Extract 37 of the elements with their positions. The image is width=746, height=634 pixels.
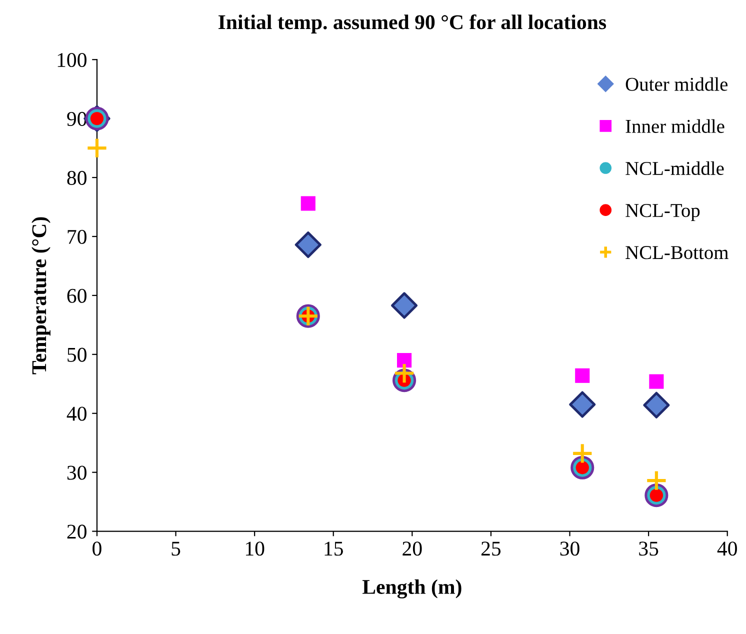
legend-label: Outer middle bbox=[626, 77, 728, 91]
x-tick-label: 30 bbox=[560, 542, 580, 556]
x-axis-title: Length (m) bbox=[362, 579, 462, 598]
legend-label: NCL-Top bbox=[626, 204, 700, 222]
point bbox=[649, 374, 664, 389]
point bbox=[300, 196, 316, 211]
chart-title: Initial temp. assumed 90 °C for all locations bbox=[218, 14, 606, 34]
point bbox=[643, 392, 670, 418]
legend-label: Inner middle bbox=[626, 119, 724, 133]
y-axis-title: Temperature (°C) bbox=[32, 217, 50, 374]
legend-label: NCL-middle bbox=[626, 161, 724, 176]
point bbox=[646, 470, 668, 492]
point bbox=[397, 353, 412, 368]
x-tick-label: 15 bbox=[324, 542, 343, 556]
x-tick-label: 20 bbox=[402, 542, 422, 556]
point bbox=[393, 362, 416, 384]
x-tick-label: 10 bbox=[246, 542, 264, 556]
y-tick-label: 40 bbox=[66, 406, 86, 421]
y-tick-label: 50 bbox=[68, 348, 86, 362]
legend-label: NCL-Bottom bbox=[626, 246, 728, 260]
x-tick-label: 35 bbox=[639, 542, 658, 556]
y-tick-label: 100 bbox=[58, 52, 86, 68]
x-tick-label: 25 bbox=[481, 542, 501, 556]
point bbox=[294, 231, 322, 258]
x-tick-label: 0 bbox=[92, 542, 102, 556]
x-tick-label: 5 bbox=[172, 542, 180, 556]
y-tick-label: 70 bbox=[68, 230, 86, 244]
point bbox=[569, 391, 596, 418]
y-tick-label: 20 bbox=[67, 524, 86, 539]
y-tick-label: 80 bbox=[67, 170, 86, 185]
point bbox=[391, 292, 418, 319]
x-tick-label: 40 bbox=[717, 542, 737, 556]
y-tick-label: 60 bbox=[67, 288, 86, 303]
y-tick-label: 30 bbox=[67, 466, 86, 480]
point bbox=[572, 442, 594, 464]
point bbox=[575, 368, 590, 383]
point bbox=[86, 137, 108, 159]
